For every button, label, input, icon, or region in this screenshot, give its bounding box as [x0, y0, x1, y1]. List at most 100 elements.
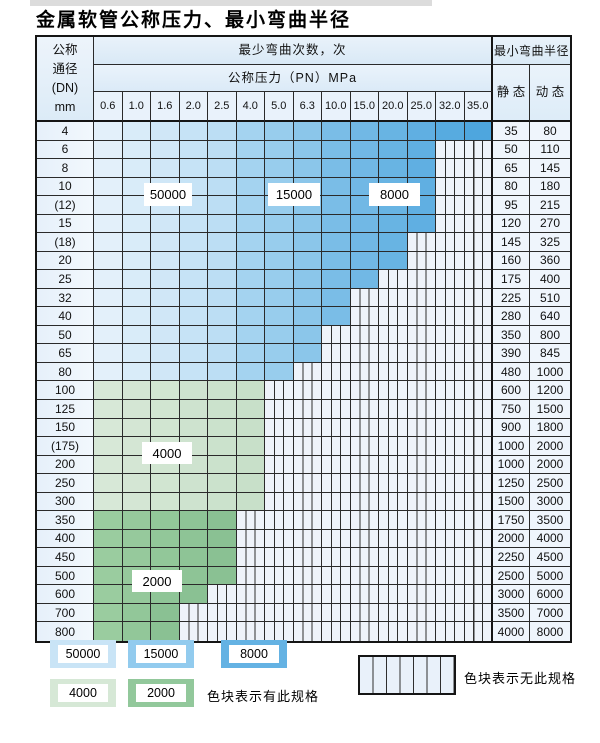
- static-radius-cell: 65: [493, 159, 530, 178]
- pressure-header-cell: 20.0: [379, 92, 408, 122]
- spec-cell: [322, 529, 351, 549]
- spec-cell: [122, 511, 151, 530]
- legend-swatch: 50000: [50, 640, 116, 668]
- spec-cell: [122, 381, 151, 400]
- spec-cell: [350, 362, 379, 382]
- spec-cell: [265, 233, 294, 252]
- static-radius-cell: 1000: [493, 455, 530, 475]
- bend-cycle-zone-label: 8000: [369, 183, 420, 206]
- spec-cell: [293, 437, 322, 456]
- spec-cell: [122, 325, 151, 345]
- spec-cell: [436, 159, 465, 178]
- spec-cell: [322, 399, 351, 419]
- spec-cell: [407, 362, 436, 382]
- spec-cell: [265, 214, 294, 234]
- spec-cell: [122, 474, 151, 493]
- spec-cell: [208, 418, 237, 438]
- spec-cell: [236, 288, 265, 308]
- spec-cell: [94, 140, 123, 160]
- dn-cell: 300: [37, 492, 94, 512]
- spec-cell: [94, 177, 123, 197]
- static-radius-cell: 35: [493, 122, 530, 141]
- spec-cell: [94, 233, 123, 252]
- spec-cell: [293, 140, 322, 160]
- spec-cell: [436, 140, 465, 160]
- spec-cell: [151, 140, 180, 160]
- spec-cell: [208, 381, 237, 400]
- dynamic-radius-cell: 3000: [530, 492, 570, 512]
- spec-cell: [464, 362, 493, 382]
- spec-cell: [379, 529, 408, 549]
- spec-cell: [179, 344, 208, 363]
- spec-cell: [464, 122, 493, 141]
- static-radius-cell: 3500: [493, 603, 530, 623]
- spec-cell: [151, 270, 180, 289]
- spec-cell: [122, 399, 151, 419]
- spec-cell: [379, 122, 408, 141]
- spec-cell: [293, 529, 322, 549]
- legend-swatch-label: 2000: [136, 684, 186, 702]
- spec-cell: [151, 233, 180, 252]
- spec-cell: [464, 177, 493, 197]
- spec-cell: [407, 251, 436, 271]
- spec-cell: [436, 455, 465, 475]
- spec-cell: [236, 455, 265, 475]
- spec-cell: [122, 622, 151, 641]
- dn-cell: 100: [37, 381, 94, 400]
- spec-cell: [265, 492, 294, 512]
- spec-cell: [265, 548, 294, 567]
- spec-cell: [379, 566, 408, 586]
- spec-cell: [236, 603, 265, 623]
- spec-cell: [179, 159, 208, 178]
- spec-cell: [151, 622, 180, 641]
- spec-cell: [464, 511, 493, 530]
- dn-header-line: (DN): [51, 80, 79, 95]
- spec-cell: [293, 418, 322, 438]
- dynamic-radius-cell: 80: [530, 122, 570, 141]
- spec-cell: [208, 566, 237, 586]
- spec-cell: [464, 418, 493, 438]
- spec-cell: [94, 251, 123, 271]
- spec-cell: [208, 214, 237, 234]
- spec-cell: [322, 325, 351, 345]
- spec-cell: [407, 603, 436, 623]
- spec-cell: [407, 270, 436, 289]
- spec-cell: [265, 418, 294, 438]
- spec-cell: [236, 529, 265, 549]
- spec-cell: [350, 251, 379, 271]
- spec-cell: [236, 140, 265, 160]
- spec-cell: [236, 122, 265, 141]
- spec-cell: [293, 288, 322, 308]
- scan-artifact-strip: [30, 0, 432, 6]
- spec-cell: [179, 251, 208, 271]
- dn-cell: 125: [37, 399, 94, 419]
- spec-cell: [322, 214, 351, 234]
- spec-cell: [94, 566, 123, 586]
- legend-swatch: 8000: [221, 640, 287, 668]
- spec-cell: [464, 214, 493, 234]
- spec-cell: [436, 196, 465, 215]
- spec-cell: [151, 399, 180, 419]
- spec-cell: [236, 325, 265, 345]
- page-title: 金属软管公称压力、最小弯曲半径: [36, 10, 352, 31]
- dn-cell: 400: [37, 529, 94, 549]
- spec-cell: [179, 214, 208, 234]
- static-radius-cell: 160: [493, 251, 530, 271]
- spec-cell: [464, 233, 493, 252]
- spec-cell: [94, 362, 123, 382]
- static-radius-cell: 480: [493, 362, 530, 382]
- spec-cell: [208, 122, 237, 141]
- spec-cell: [464, 529, 493, 549]
- dn-cell: 200: [37, 455, 94, 475]
- spec-cell: [208, 474, 237, 493]
- dynamic-radius-cell: 6000: [530, 585, 570, 604]
- spec-cell: [122, 603, 151, 623]
- spec-cell: [407, 455, 436, 475]
- spec-cell: [265, 325, 294, 345]
- spec-cell: [436, 566, 465, 586]
- spec-cell: [436, 585, 465, 604]
- spec-cell: [94, 159, 123, 178]
- spec-cell: [94, 418, 123, 438]
- spec-cell: [407, 622, 436, 641]
- spec-cell: [436, 362, 465, 382]
